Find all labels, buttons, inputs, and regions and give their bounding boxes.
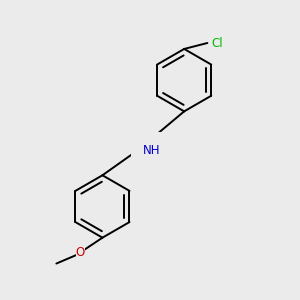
Text: Cl: Cl <box>211 37 223 50</box>
Text: O: O <box>76 246 85 259</box>
Text: NH: NH <box>142 143 160 157</box>
